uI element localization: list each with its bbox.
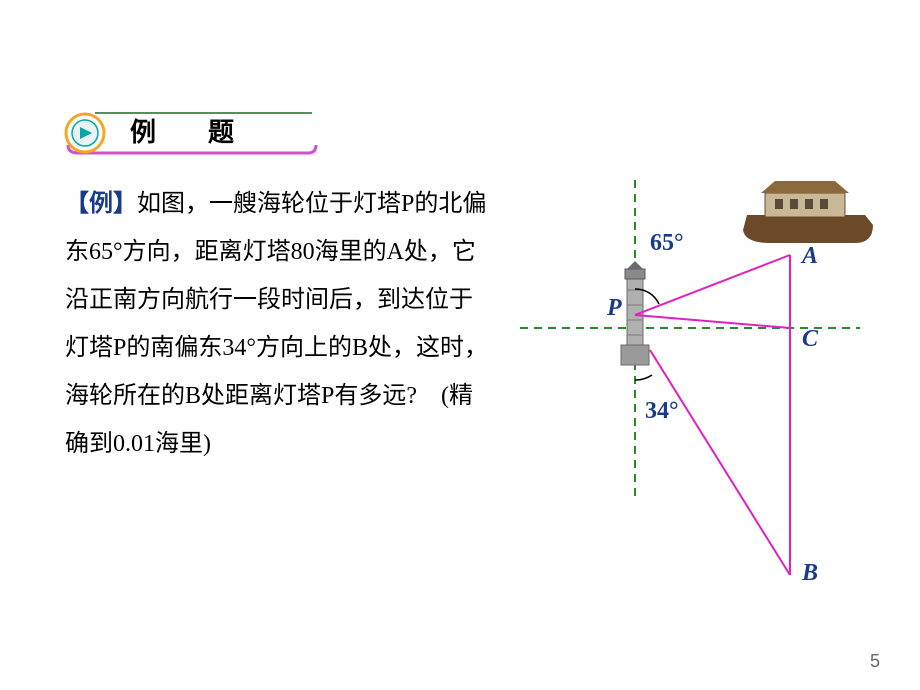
segment-PA	[635, 255, 790, 315]
segment-PC	[635, 315, 790, 328]
point-label-P: P	[606, 295, 622, 321]
ship-icon	[743, 181, 873, 243]
lighthouse-icon	[621, 261, 649, 365]
geometry-diagram: 65° 34° P A C B	[500, 170, 880, 580]
section-title: 例 题	[130, 118, 234, 147]
angle-label-34: 34°	[645, 398, 679, 424]
example-marker: 【例】	[65, 191, 137, 217]
header-graphic: 例 题	[60, 105, 320, 160]
section-header: 例 题	[60, 105, 320, 160]
point-label-B: B	[801, 560, 818, 580]
angle-arc-34	[635, 375, 652, 380]
segment-PB	[650, 350, 790, 575]
point-label-C: C	[802, 326, 819, 352]
page-number: 5	[870, 651, 880, 672]
angle-label-65: 65°	[650, 230, 684, 256]
point-label-A: A	[800, 243, 818, 269]
problem-paragraph: 【例】如图，一艘海轮位于灯塔P的北偏东65°方向，距离灯塔80海里的A处，它沿正…	[65, 180, 495, 468]
problem-body: 如图，一艘海轮位于灯塔P的北偏东65°方向，距离灯塔80海里的A处，它沿正南方向…	[65, 191, 488, 457]
diagram-svg: 65° 34° P A C B	[500, 170, 880, 580]
